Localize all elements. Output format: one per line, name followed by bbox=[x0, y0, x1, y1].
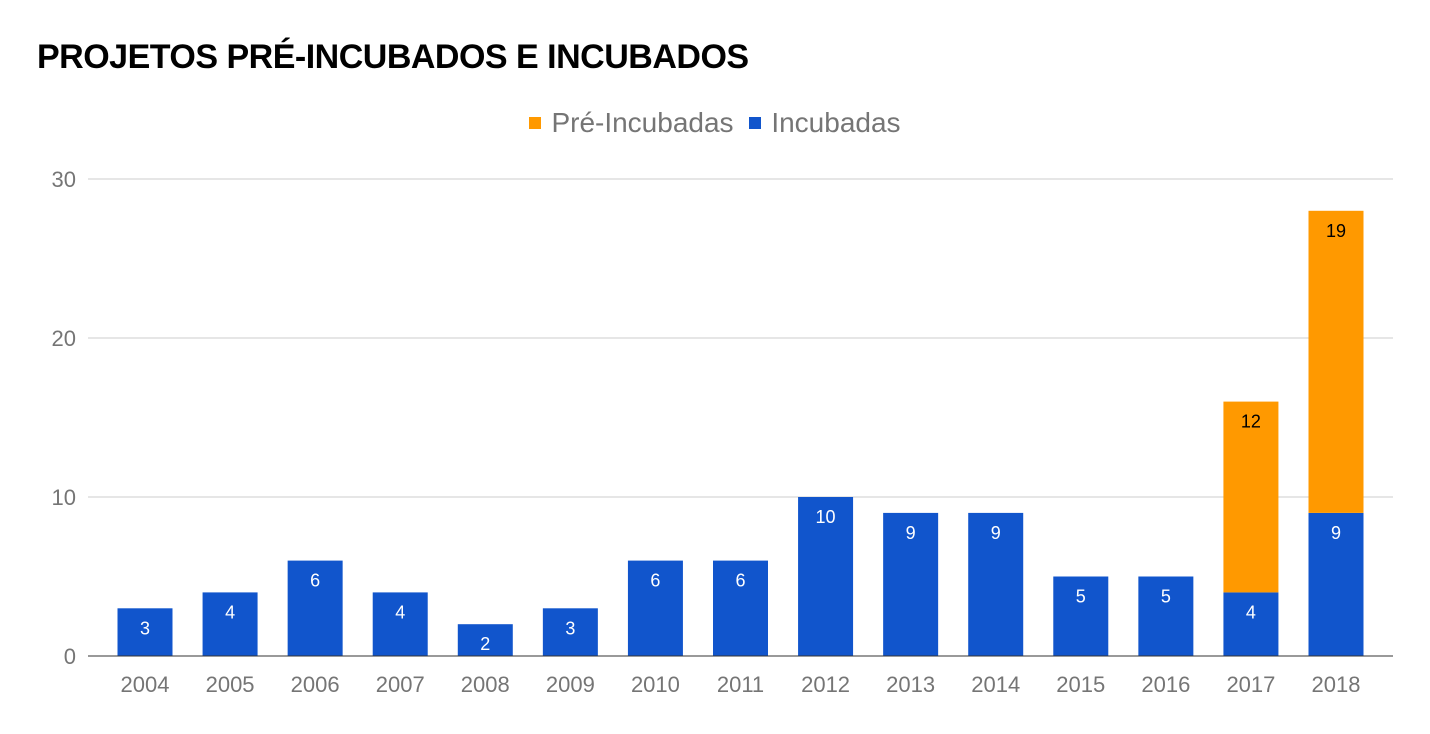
bar-incubadas-2017 bbox=[1223, 592, 1279, 656]
x-tick-label: 2007 bbox=[376, 672, 425, 697]
x-tick-label: 2006 bbox=[291, 672, 340, 697]
bar-incubadas-2007 bbox=[372, 592, 428, 656]
data-label: 10 bbox=[816, 507, 836, 527]
data-label: 3 bbox=[140, 618, 150, 638]
x-tick-label: 2004 bbox=[121, 672, 170, 697]
x-tick-label: 2017 bbox=[1226, 672, 1275, 697]
chart-title: PROJETOS PRÉ-INCUBADOS E INCUBADOS bbox=[37, 38, 749, 76]
x-tick-label: 2018 bbox=[1312, 672, 1361, 697]
bar-incubadas-2014 bbox=[968, 512, 1024, 656]
x-tick-label: 2010 bbox=[631, 672, 680, 697]
x-tick-label: 2012 bbox=[801, 672, 850, 697]
data-label: 6 bbox=[310, 571, 320, 591]
legend-label-pre-incubadas: Pré-Incubadas bbox=[551, 107, 734, 138]
y-tick-label: 20 bbox=[52, 326, 76, 351]
bar-incubadas-2011 bbox=[713, 560, 768, 656]
bar-incubadas-2008 bbox=[457, 624, 513, 656]
bar-incubadas-2006 bbox=[287, 560, 343, 656]
bar-incubadas-2013 bbox=[883, 512, 939, 656]
x-tick-label: 2008 bbox=[461, 672, 510, 697]
x-tick-label: 2015 bbox=[1056, 672, 1105, 697]
bar-incubadas-2016 bbox=[1138, 576, 1194, 656]
data-label: 5 bbox=[1076, 587, 1086, 607]
y-tick-label: 30 bbox=[52, 167, 76, 192]
legend-swatch-incubadas bbox=[749, 117, 762, 129]
x-tick-label: 2016 bbox=[1141, 672, 1190, 697]
legend: Pré-Incubadas Incubadas bbox=[0, 104, 1430, 139]
bar-incubadas-2004 bbox=[117, 608, 173, 656]
legend-item-pre-incubadas: Pré-Incubadas bbox=[529, 107, 734, 139]
bar-pr-incubadas-2018 bbox=[1308, 210, 1364, 513]
bar-incubadas-2009 bbox=[542, 608, 598, 656]
data-label: 6 bbox=[650, 571, 660, 591]
data-label: 3 bbox=[565, 618, 575, 638]
data-label: 12 bbox=[1241, 412, 1261, 432]
x-tick-label: 2009 bbox=[546, 672, 595, 697]
y-tick-label: 0 bbox=[64, 644, 76, 669]
y-tick-label: 10 bbox=[52, 485, 76, 510]
bar-incubadas-2015 bbox=[1053, 576, 1109, 656]
x-tick-label: 2005 bbox=[206, 672, 255, 697]
bar-incubadas-2010 bbox=[627, 560, 683, 656]
legend-item-incubadas: Incubadas bbox=[749, 107, 901, 139]
x-tick-label: 2014 bbox=[971, 672, 1020, 697]
data-label: 9 bbox=[991, 523, 1001, 543]
bar-incubadas-2005 bbox=[202, 592, 258, 656]
data-label: 4 bbox=[1246, 602, 1256, 622]
legend-swatch-pre-incubadas bbox=[529, 117, 542, 129]
bar-incubadas-2012 bbox=[798, 497, 854, 656]
legend-label-incubadas: Incubadas bbox=[771, 107, 901, 138]
data-label: 9 bbox=[1331, 523, 1341, 543]
data-label: 6 bbox=[735, 571, 745, 591]
x-tick-label: 2011 bbox=[717, 672, 764, 697]
data-label: 4 bbox=[395, 602, 405, 622]
bar-incubadas-2018 bbox=[1308, 512, 1364, 656]
data-label: 5 bbox=[1161, 587, 1171, 607]
bar-pr-incubadas-2017 bbox=[1223, 401, 1279, 593]
x-tick-label: 2013 bbox=[886, 672, 935, 697]
data-label: 19 bbox=[1326, 221, 1346, 241]
data-label: 2 bbox=[480, 634, 490, 654]
data-label: 4 bbox=[225, 602, 235, 622]
data-label: 9 bbox=[906, 523, 916, 543]
